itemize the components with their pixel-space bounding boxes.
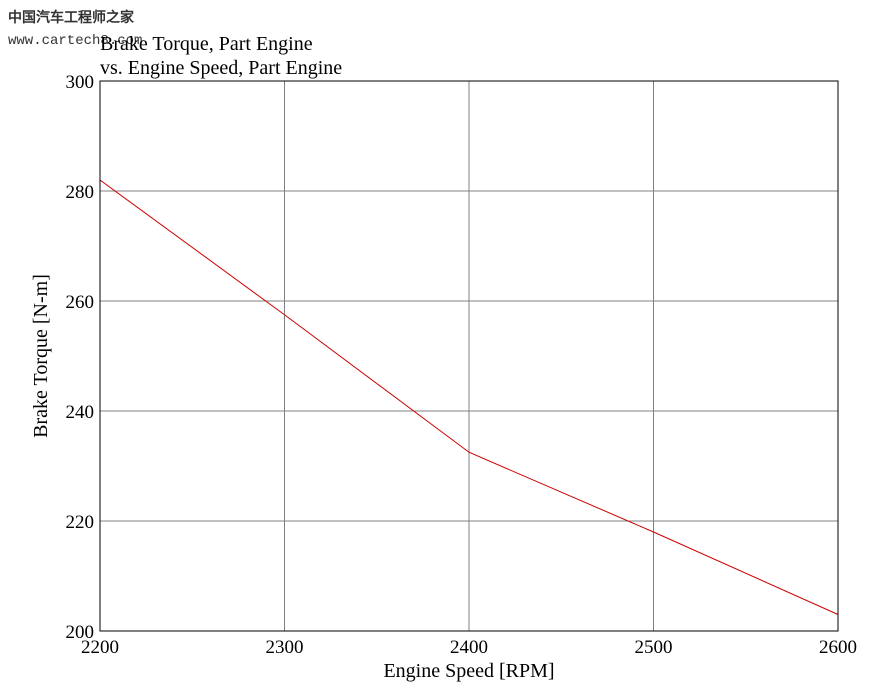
watermark-site-name: 中国汽车工程师之家 [8, 9, 135, 26]
x-tick-label: 2600 [819, 637, 857, 658]
y-tick-label: 220 [66, 512, 95, 533]
y-axis: 200 220 240 260 280 300 [66, 72, 95, 643]
y-tick-label: 280 [66, 182, 95, 203]
y-tick-label: 260 [66, 292, 95, 313]
x-tick-label: 2300 [266, 637, 304, 658]
y-axis-label: Brake Torque [N-m] [30, 274, 52, 438]
x-tick-label: 2400 [450, 637, 488, 658]
watermark-url: www.cartech8.com [8, 33, 142, 49]
grid [99, 80, 839, 632]
plot-frame [99, 80, 839, 632]
series-line-0 [99, 179, 839, 615]
x-axis: 2200 2300 2400 2500 2600 [81, 637, 857, 658]
x-axis-label: Engine Speed [RPM] [383, 660, 554, 682]
x-tick-label: 2200 [81, 637, 119, 658]
y-tick-label: 200 [66, 622, 95, 643]
series-layer [99, 179, 839, 615]
chart-title: Brake Torque, Part Engine [100, 33, 313, 55]
x-tick-label: 2500 [635, 637, 673, 658]
y-tick-label: 300 [66, 72, 95, 93]
chart-subtitle: vs. Engine Speed, Part Engine [100, 57, 342, 79]
y-tick-label: 240 [66, 402, 95, 423]
